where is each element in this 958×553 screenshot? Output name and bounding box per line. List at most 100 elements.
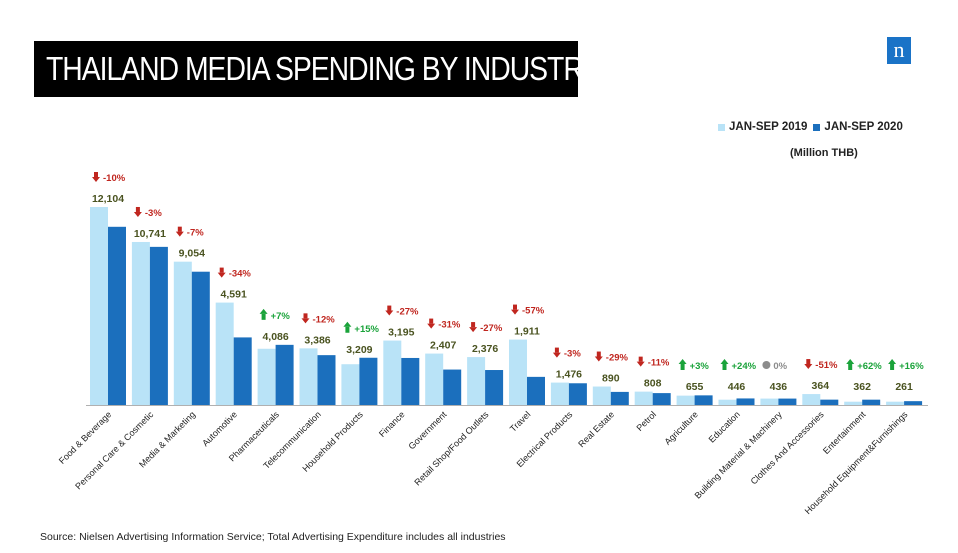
bar-2019 xyxy=(592,386,611,405)
bar-2019 xyxy=(550,382,569,405)
bar-2020 xyxy=(694,395,713,405)
change-label: +7% xyxy=(271,311,291,322)
up-arrow-icon xyxy=(259,308,268,314)
data-label: 655 xyxy=(686,381,704,393)
down-arrow-icon xyxy=(806,359,811,365)
bar-2019 xyxy=(173,261,192,405)
change-label: +3% xyxy=(690,361,710,372)
category-label: Building Material & Machinery xyxy=(693,409,785,501)
down-arrow-icon xyxy=(513,304,517,310)
data-label: 1,476 xyxy=(556,369,582,381)
down-arrow-icon xyxy=(303,313,308,319)
change-label: -51% xyxy=(815,360,838,371)
data-label: 3,195 xyxy=(388,327,414,339)
down-arrow-icon xyxy=(427,323,436,329)
bar-2019 xyxy=(299,348,318,405)
data-label: 9,054 xyxy=(179,248,205,260)
down-arrow-icon xyxy=(177,226,182,232)
down-arrow-icon xyxy=(594,356,603,362)
bar-2020 xyxy=(904,401,923,405)
down-arrow-icon xyxy=(552,352,561,358)
data-label: 3,386 xyxy=(304,334,330,346)
legend-swatch-2020 xyxy=(813,123,821,131)
bar-2020 xyxy=(736,398,755,405)
data-label: 4,086 xyxy=(262,331,288,343)
down-arrow-icon xyxy=(385,310,394,316)
change-label: -7% xyxy=(187,228,204,239)
down-arrow-icon xyxy=(133,211,142,217)
up-arrow-icon xyxy=(720,359,729,364)
data-label: 12,104 xyxy=(92,193,124,205)
bar-2020 xyxy=(443,369,462,405)
category-label: Clothes And Accessories xyxy=(749,409,826,486)
legend-unit: (Million THB) xyxy=(790,147,858,159)
bar-2019 xyxy=(802,394,821,405)
bar-2019 xyxy=(676,395,695,405)
up-arrow-icon xyxy=(345,326,350,333)
bar-2019 xyxy=(467,357,486,405)
data-label: 446 xyxy=(728,381,746,393)
legend-item-2019: JAN-SEP 2019 xyxy=(718,121,807,133)
down-arrow-icon xyxy=(175,231,184,237)
bar-2020 xyxy=(233,337,252,405)
down-arrow-icon xyxy=(596,351,601,357)
down-arrow-icon xyxy=(301,318,310,324)
change-label: -57% xyxy=(522,306,545,317)
bar-2019 xyxy=(341,364,360,405)
bar-2020 xyxy=(485,370,504,405)
change-label: -10% xyxy=(103,173,126,184)
up-arrow-icon xyxy=(680,364,685,370)
change-label: 0% xyxy=(773,361,787,372)
change-label: -11% xyxy=(648,358,670,369)
bar-2019 xyxy=(509,339,527,405)
data-label: 4,591 xyxy=(221,289,247,301)
down-arrow-icon xyxy=(135,206,140,212)
bar-2019 xyxy=(425,353,444,405)
legend-item-2020: JAN-SEP 2020 xyxy=(813,121,903,133)
bar-2020 xyxy=(610,391,629,405)
bar-2019 xyxy=(257,348,276,405)
bar-2019 xyxy=(718,399,737,405)
change-label: -27% xyxy=(396,307,419,318)
bar-2020 xyxy=(275,344,294,405)
change-label: -12% xyxy=(313,314,336,325)
change-label: +16% xyxy=(899,361,924,372)
up-arrow-icon xyxy=(343,321,352,327)
down-arrow-icon xyxy=(638,356,643,362)
bar-2020 xyxy=(820,399,839,405)
category-label: Real Estate xyxy=(576,409,616,449)
down-arrow-icon xyxy=(217,272,226,278)
title-bar: THAILAND MEDIA SPENDING BY INDUSTRY xyxy=(34,41,601,97)
category-label: Travel xyxy=(508,409,533,434)
bar-2019 xyxy=(383,340,402,405)
bar-2019 xyxy=(844,401,863,405)
bar-2019 xyxy=(634,391,653,405)
down-arrow-icon xyxy=(469,327,478,333)
data-label: 362 xyxy=(853,381,871,393)
change-label: -3% xyxy=(145,208,162,219)
category-label: Entertainment xyxy=(821,409,868,456)
category-label: Automotive xyxy=(200,409,239,448)
change-label: +24% xyxy=(732,361,757,372)
category-label: Finance xyxy=(377,409,407,439)
category-label: Education xyxy=(707,409,742,444)
bar-2020 xyxy=(317,355,336,405)
down-arrow-icon xyxy=(219,267,224,273)
up-arrow-icon xyxy=(888,359,897,364)
down-arrow-icon xyxy=(92,177,100,182)
up-arrow-icon xyxy=(890,364,895,370)
category-label: Government xyxy=(407,409,449,451)
data-label: 10,741 xyxy=(134,228,166,240)
data-label: 364 xyxy=(812,380,830,392)
up-arrow-icon xyxy=(722,364,727,370)
legend-label-2020: JAN-SEP 2020 xyxy=(824,121,903,133)
bar-2020 xyxy=(568,383,587,405)
up-arrow-icon xyxy=(846,359,855,364)
bar-2019 xyxy=(131,241,150,405)
data-label: 808 xyxy=(644,378,662,390)
legend-label-2019: JAN-SEP 2019 xyxy=(729,121,808,133)
bar-2019 xyxy=(215,302,234,405)
down-arrow-icon xyxy=(94,172,98,177)
bar-2019 xyxy=(886,401,905,405)
bar-2020 xyxy=(778,398,797,405)
